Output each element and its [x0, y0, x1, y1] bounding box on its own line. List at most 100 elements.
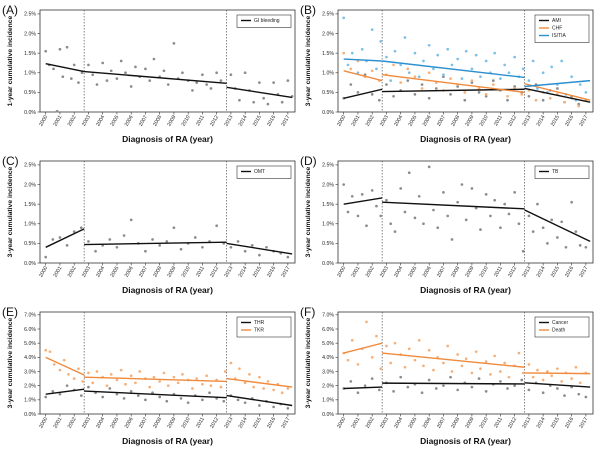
x-axis-title: Diagnosis of RA (year): [420, 436, 511, 446]
data-point: [513, 55, 516, 59]
x-tick-label: 2004: [393, 416, 404, 429]
y-tick-label: 1.0%: [24, 222, 36, 228]
data-point: [81, 380, 85, 383]
data-point: [556, 387, 559, 390]
data-point: [399, 81, 403, 84]
data-point: [531, 59, 535, 63]
x-tick-label: 2015: [252, 265, 263, 278]
x-tick-label: 2011: [493, 114, 504, 127]
x-tick-label: 2017: [578, 265, 589, 278]
data-point: [346, 63, 350, 67]
data-point: [560, 380, 564, 383]
x-tick-label: 2008: [152, 416, 163, 429]
data-point: [360, 47, 364, 51]
trend-segment: [343, 342, 383, 354]
data-point: [546, 370, 549, 373]
data-point: [417, 194, 421, 198]
data-point: [280, 391, 284, 395]
y-tick-label: 6.0%: [24, 327, 36, 333]
data-point: [484, 94, 488, 98]
data-point: [536, 202, 539, 206]
data-point: [58, 236, 62, 239]
y-tick-label: 2.5%: [24, 12, 36, 18]
data-point: [379, 367, 383, 371]
x-tick-label: 2010: [181, 114, 192, 127]
legend-entry: IS/TIA: [552, 33, 567, 39]
data-point: [363, 384, 367, 388]
data-point: [456, 200, 460, 204]
data-point: [124, 382, 127, 386]
data-point: [564, 245, 568, 249]
panel-label: (D): [300, 154, 317, 168]
data-point: [349, 380, 353, 383]
x-tick-label: 2007: [138, 416, 149, 429]
data-point: [527, 94, 531, 98]
data-point: [427, 71, 431, 75]
data-point: [236, 240, 240, 243]
data-point: [385, 55, 388, 59]
data-point: [87, 385, 90, 389]
data-point: [122, 234, 126, 237]
data-point: [350, 194, 354, 198]
data-point: [503, 63, 507, 67]
data-point: [464, 49, 468, 53]
data-point: [470, 187, 474, 190]
data-point: [403, 36, 407, 39]
data-point: [44, 255, 48, 259]
legend-entry: GI bleeding: [254, 18, 280, 24]
y-tick-label: 5.0%: [322, 341, 334, 347]
data-point: [79, 394, 83, 397]
data-point: [541, 378, 545, 382]
data-point: [77, 367, 80, 371]
data-point: [556, 236, 559, 239]
data-point: [61, 75, 65, 79]
data-point: [474, 350, 478, 354]
data-point: [507, 212, 511, 216]
trend-segment: [343, 386, 383, 390]
data-point: [479, 228, 482, 232]
data-point: [422, 222, 425, 226]
x-tick-label: 2010: [181, 416, 192, 429]
data-point: [449, 92, 452, 96]
y-tick-label: 0.0%: [24, 261, 36, 267]
y-tick-label: 1.5%: [322, 51, 334, 57]
data-point: [248, 372, 251, 376]
x-tick-label: 2015: [550, 416, 561, 429]
data-point: [181, 71, 184, 75]
series-death: [342, 320, 588, 385]
data-point: [191, 89, 194, 92]
data-point: [342, 183, 346, 186]
trend-segment: [343, 70, 383, 82]
data-point: [456, 388, 460, 392]
x-tick-label: 2003: [379, 265, 390, 278]
series-omt: [44, 218, 290, 259]
data-point: [484, 59, 488, 63]
data-point: [527, 214, 531, 218]
x-tick-label: 2013: [223, 416, 234, 429]
data-point: [375, 67, 378, 71]
data-point: [124, 71, 127, 75]
x-tick-label: 2000: [38, 265, 49, 278]
data-point: [105, 384, 109, 388]
data-point: [252, 100, 256, 104]
data-point: [115, 392, 119, 396]
data-point: [503, 202, 507, 206]
data-point: [427, 165, 431, 169]
data-point: [385, 344, 388, 348]
data-point: [286, 387, 290, 390]
data-point: [48, 350, 52, 354]
trend-segment: [524, 209, 591, 243]
data-point: [477, 377, 481, 380]
data-point: [109, 69, 113, 73]
data-point: [531, 230, 535, 233]
data-point: [484, 192, 488, 196]
trend-segment: [84, 376, 227, 383]
x-tick-label: 2009: [166, 114, 177, 127]
data-point: [67, 372, 70, 376]
data-point: [119, 59, 123, 63]
data-point: [349, 83, 353, 86]
data-point: [205, 83, 209, 86]
x-tick-label: 2013: [521, 265, 532, 278]
x-tick-label: 2007: [138, 265, 149, 278]
